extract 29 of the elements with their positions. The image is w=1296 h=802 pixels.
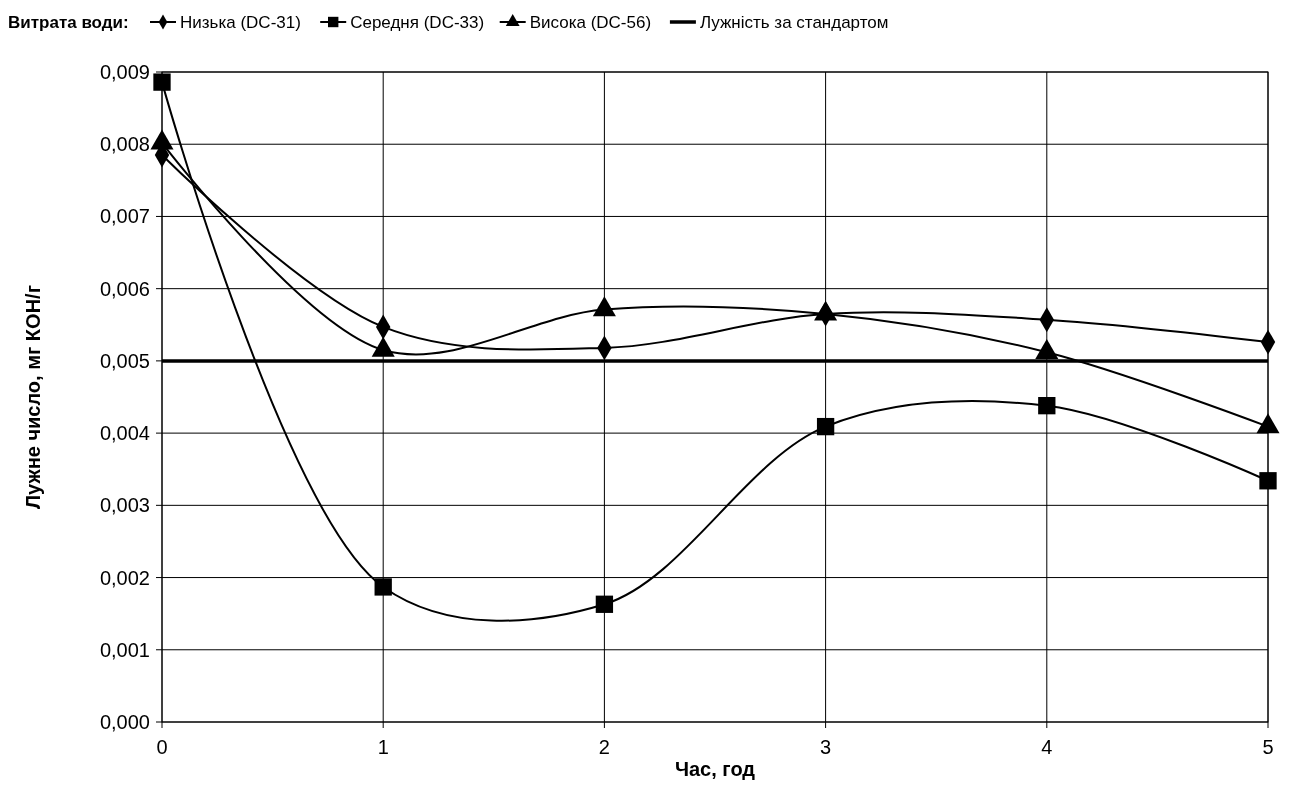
x-tick-label: 2 — [598, 736, 610, 758]
y-tick-label: 0,000 — [99, 711, 150, 733]
point — [153, 73, 171, 91]
y-tick-label: 0,001 — [99, 638, 150, 661]
y-tick-label: 0,005 — [99, 349, 150, 372]
x-tick-label: 5 — [1262, 736, 1274, 758]
x-axis-title: Час, год — [674, 758, 756, 780]
point — [595, 595, 614, 613]
y-tick-label: 0,007 — [99, 205, 150, 228]
x-tick-label: 0 — [156, 736, 168, 758]
y-tick-label: 0,006 — [99, 277, 150, 300]
point — [816, 417, 835, 436]
y-tick-label: 0,004 — [99, 422, 150, 445]
y-tick-label: 0,003 — [99, 494, 150, 517]
legend-label: Висока (DC-56) — [529, 13, 652, 32]
point — [1038, 397, 1056, 415]
legend-title: Витрата води: — [8, 13, 129, 32]
point — [1259, 472, 1277, 490]
point — [374, 578, 392, 596]
legend-label: Низька (DC-31) — [180, 13, 301, 32]
legend-label: Середня (DC-33) — [350, 13, 485, 32]
y-tick-label: 0,008 — [99, 133, 150, 156]
y-tick-label: 0,009 — [99, 61, 150, 83]
x-tick-label: 1 — [377, 736, 389, 758]
x-tick-label: 4 — [1041, 736, 1053, 758]
y-tick-label: 0,002 — [99, 566, 150, 589]
legend-label: Лужність за стандартом — [699, 13, 889, 32]
y-axis-title: Лужне число, мг КОН/г — [22, 285, 44, 509]
x-tick-label: 3 — [820, 736, 832, 758]
